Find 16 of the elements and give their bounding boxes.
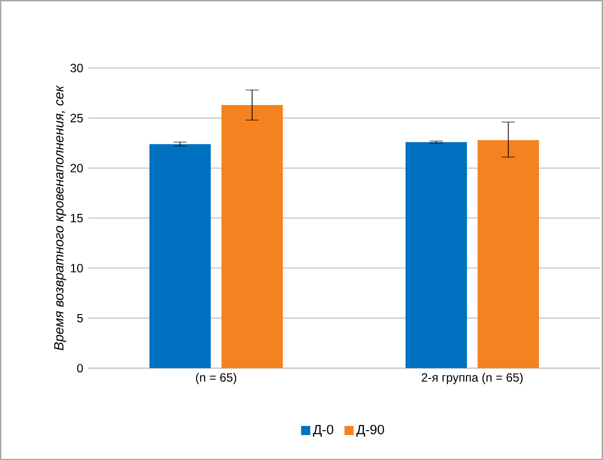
legend-label: Д-90 [356,424,384,437]
y-axis-title: Время возвратного кровенаполнения, сек [54,85,66,350]
x-tick-label: (n = 65) [196,372,236,384]
y-tick-label: 20 [70,164,83,172]
y-tick-label: 30 [70,64,83,72]
y-tick-label: 15 [70,214,83,222]
y-tick-label: 0 [77,364,83,372]
y-tick-label: 5 [77,314,83,322]
bar [149,144,211,368]
x-tick-label: 2-я группа (n = 65) [422,372,523,384]
y-tick-label: 25 [70,114,83,122]
bar [478,140,539,368]
bar [221,104,283,368]
y-tick-label: 10 [70,264,83,272]
legend-label: Д-0 [313,424,334,437]
bar [406,142,467,368]
